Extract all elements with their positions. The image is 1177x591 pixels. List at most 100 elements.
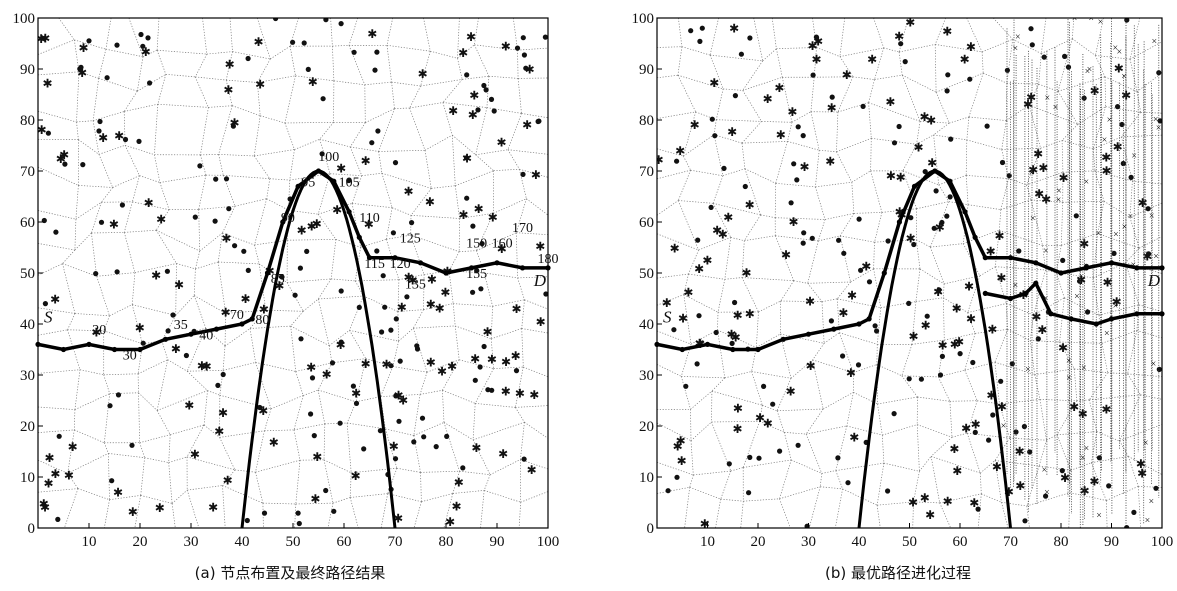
evolution-x-marker: × [1145,516,1151,527]
sensor-node-star: ✱ [709,76,719,90]
sensor-node [513,368,520,374]
sensor-node-star: ✱ [40,500,50,514]
evolution-x-marker: × [1083,177,1089,188]
sensor-node-star: ✱ [849,430,859,444]
sensor-node [809,235,815,241]
sensor-node-star: ✱ [678,312,688,326]
sensor-node [885,488,891,494]
sensor-node-star: ✱ [114,129,124,143]
final-route-path-point [679,346,685,353]
path-node-label: 40 [199,328,213,343]
sensor-node-star: ✱ [788,215,798,229]
sensor-node-star: ✱ [488,210,498,224]
evolving-route-path-point [1048,311,1054,317]
sensor-node [419,415,426,421]
sensor-node-star: ✱ [462,151,472,165]
evolution-x-marker: × [1151,359,1157,370]
sensor-node-star: ✱ [774,81,784,95]
sensor-node-star: ✱ [310,492,320,506]
sensor-node-star: ✱ [223,83,233,97]
evolution-x-marker: × [1096,229,1102,240]
x-tick-label: 100 [1151,534,1174,550]
sensor-node-star: ✱ [799,160,809,174]
sensor-node-star: ✱ [1090,84,1100,98]
path-node-label: 155 [466,267,487,282]
sensor-node-star: ✱ [151,269,161,283]
sensor-node [898,41,904,47]
evolution-x-marker: × [1044,93,1050,104]
y-tick-label: 20 [639,419,654,435]
sensor-node [984,123,990,129]
evolution-x-marker: × [1088,14,1094,25]
sensor-node [791,161,797,167]
sensor-node-star: ✱ [426,298,436,312]
route-path-point [86,341,92,347]
sensor-node [170,312,176,318]
sensor-node-star: ✱ [229,116,239,130]
sensor-node-star: ✱ [77,66,87,80]
evolution-x-marker: × [1104,329,1110,340]
sensor-node-star: ✱ [986,389,996,403]
sensor-node [122,136,129,143]
start-label: S [44,307,53,326]
sensor-node [747,35,753,41]
sensor-node-star: ✱ [141,45,151,59]
x-tick-label: 50 [286,534,301,550]
sensor-node-star: ✱ [398,394,408,408]
sensor-node-star: ✱ [952,301,962,315]
sensor-node [1128,174,1134,180]
final-route-path-point [780,336,786,342]
evolving-route-path-point [1108,316,1115,322]
sensor-node-star: ✱ [497,242,507,256]
sensor-node [305,66,311,72]
sensor-node [244,517,250,524]
sensor-node-star: ✱ [986,244,996,258]
final-route-path-point [856,321,862,327]
sensor-node-star: ✱ [56,152,66,166]
sensor-node-star: ✱ [68,440,78,454]
sensor-node [747,454,753,460]
sensor-node-star: ✱ [351,387,361,401]
sensor-node [481,82,487,89]
x-tick-label: 70 [1003,534,1018,550]
final-route-path-point [972,234,978,240]
evolution-x-marker: × [1098,17,1104,28]
sensor-node-star: ✱ [690,118,700,132]
sensor-node-star: ✱ [842,68,852,82]
sensor-node-star: ✱ [454,476,464,490]
route-path-point [494,260,500,266]
sensor-node [732,299,738,306]
route-path-point [417,260,424,266]
sensor-node [119,202,125,208]
sensor-node [444,433,450,439]
panel-b: ✱ ✱ ✱ ✱ ✱ ✱ ✱ ✱ ✱ ✱ ✱ ✱ ✱ ✱ ✱ ✱ ✱ ✱ ✱ ✱ ✱ ✱ ✱ ✱ ✱ ✱ ✱ ✱ ✱ ✱ ✱ ✱ ✱ ✱ ✱ ✱ ✱ ✱ ✱ ✱… [632,11,1174,550]
y-tick-label: 0 [28,521,36,537]
final-route-path-point [1058,270,1064,276]
sensor-node [86,38,92,44]
sensor-node [1022,518,1028,524]
sensor-node-star: ✱ [308,75,318,89]
sensor-node [279,274,285,280]
final-route-path-point [866,316,872,322]
sensor-node-star: ✱ [393,511,403,525]
sensor-node [1016,248,1022,254]
sensor-node [845,480,851,486]
y-tick-label: 20 [20,419,35,435]
sensor-node [1041,54,1047,60]
sensor-node-star: ✱ [361,154,371,168]
sensor-node-star: ✱ [336,161,346,175]
evolution-x-marker: × [1149,211,1155,222]
sensor-node [860,103,866,109]
sensor-node-star: ✱ [496,136,506,150]
sensor-node-star: ✱ [733,401,743,415]
sensor-node-star: ✱ [487,352,497,366]
route-path-point [249,316,255,322]
sensor-node-star: ✱ [1113,140,1123,154]
path-node-label: 120 [390,257,411,272]
sensor-node-star: ✱ [1101,402,1111,416]
sensor-node-star: ✱ [729,21,739,35]
evolution-x-marker: × [1148,496,1154,507]
sensor-node-star: ✱ [426,356,436,370]
sensor-node [353,400,360,406]
evolution-x-marker: × [1085,67,1091,78]
